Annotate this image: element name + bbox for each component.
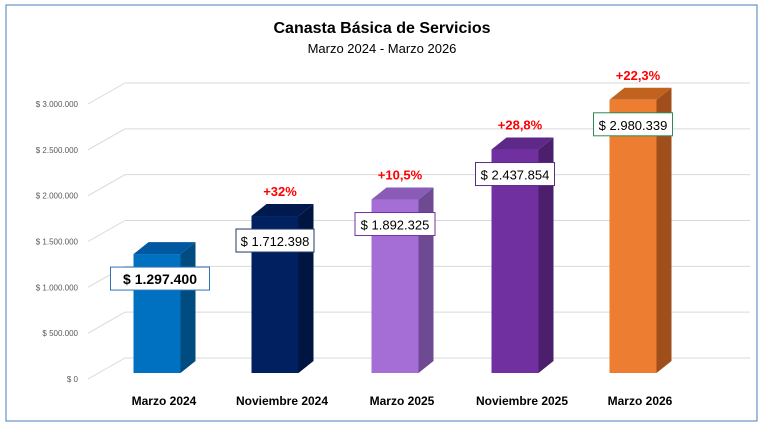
change-label: +28,8%	[498, 118, 543, 133]
gridline-depth	[87, 357, 126, 380]
gridline-depth	[87, 174, 126, 197]
gridline-depth	[87, 128, 126, 151]
chart-subtitle: Marzo 2024 - Marzo 2026	[308, 41, 457, 56]
bar-top	[251, 204, 314, 217]
change-label: +10,5%	[378, 168, 423, 183]
y-tick-label: $ 2.500.000	[36, 146, 79, 155]
data-label: $ 1.712.398	[241, 234, 310, 249]
gridline-depth	[87, 220, 126, 242]
change-label: +22,3%	[616, 68, 661, 83]
bar-top	[371, 187, 434, 200]
data-label: $ 2.980.339	[599, 118, 668, 133]
gridline-depth	[87, 82, 126, 105]
bar-side	[656, 87, 672, 374]
bar	[609, 99, 657, 374]
x-tick-label: Marzo 2025	[370, 394, 435, 408]
data-label-box	[475, 162, 555, 187]
data-label: $ 1.892.325	[361, 218, 430, 233]
data-label: $ 1.297.400	[123, 271, 197, 287]
data-label-box	[354, 212, 436, 237]
data-label-box	[235, 228, 315, 253]
gridline-depth	[87, 311, 126, 334]
y-tick-label: $ 0	[67, 375, 79, 384]
bar-side	[538, 137, 554, 373]
y-tick-label: $ 500.000	[42, 329, 78, 338]
bar-side	[180, 242, 196, 373]
change-label: +32%	[263, 184, 297, 199]
y-tick-label: $ 2.000.000	[36, 192, 79, 201]
data-label: $ 2.437.854	[481, 168, 550, 183]
bar-top	[491, 137, 554, 150]
x-tick-label: Marzo 2024	[132, 394, 197, 408]
data-label-box	[593, 112, 673, 137]
x-tick-label: Noviembre 2025	[476, 394, 568, 408]
bar	[491, 149, 539, 373]
bar-top	[133, 242, 196, 255]
x-tick-label: Noviembre 2024	[236, 394, 328, 408]
data-label-box	[110, 266, 210, 291]
x-tick-label: Marzo 2026	[608, 394, 673, 408]
y-tick-label: $ 1.000.000	[36, 283, 79, 292]
y-tick-label: $ 1.500.000	[36, 238, 79, 247]
y-tick-label: $ 3.000.000	[36, 100, 79, 109]
chart-title: Canasta Básica de Servicios	[273, 20, 490, 37]
bar-top	[609, 87, 672, 100]
